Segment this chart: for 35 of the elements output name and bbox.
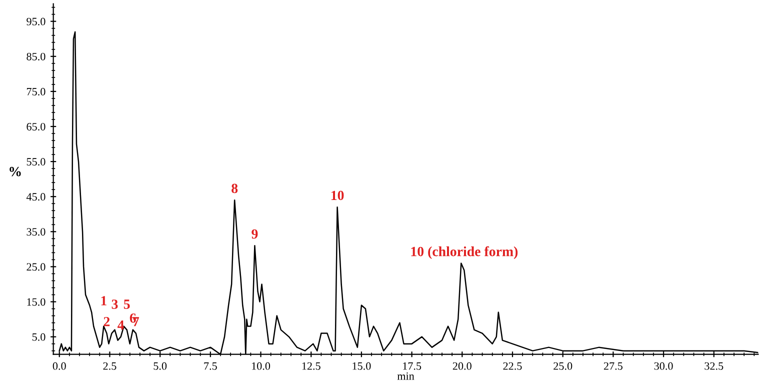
annotation: 2 [104,316,110,326]
y-tick-label: 55.0 [26,158,46,166]
x-tick-label: 30.0 [654,362,673,370]
annotation: 5 [124,300,130,309]
x-tick-label: 22.5 [503,362,522,370]
x-tick-label: 25.0 [554,362,572,370]
annotation: 4 [118,320,124,330]
annotation: 9 [252,229,258,239]
x-tick-label: 12.5 [302,362,320,370]
annotation: 3 [112,300,118,309]
y-tick-label: 15.0 [27,298,46,306]
y-tick-label: 95.0 [26,18,46,26]
x-tick-label: 7.5 [204,362,217,370]
x-tick-label: 27.5 [604,362,622,370]
annotation: 10 (chloride form) [411,246,518,260]
x-tick-label: 2.5 [103,362,116,370]
annotation: 10 [331,190,344,200]
x-tick-label: 5.0 [154,362,167,370]
x-tick-label: 0.0 [52,362,66,370]
y-tick-label: 85.0 [26,52,46,60]
y-tick-label: 45.0 [26,193,46,201]
x-axis-title: min [397,372,414,380]
annotation: 8 [232,184,238,194]
x-tick-label: 20.0 [452,362,472,370]
y-tick-label: 75.0 [26,88,46,96]
y-tick-label: 25.0 [26,263,46,271]
annotation: 1 [101,296,106,306]
x-tick-label: 15.0 [352,362,371,370]
y-tick-label: 65.0 [26,122,46,131]
x-tick-label: 17.5 [403,362,422,370]
x-tick-label: 32.5 [704,362,724,370]
y-tick-label: 35.0 [26,228,46,236]
x-tick-label: 10.0 [252,362,270,370]
y-tick-label: 5.0 [32,333,46,341]
y-axis-title: % [10,166,21,176]
